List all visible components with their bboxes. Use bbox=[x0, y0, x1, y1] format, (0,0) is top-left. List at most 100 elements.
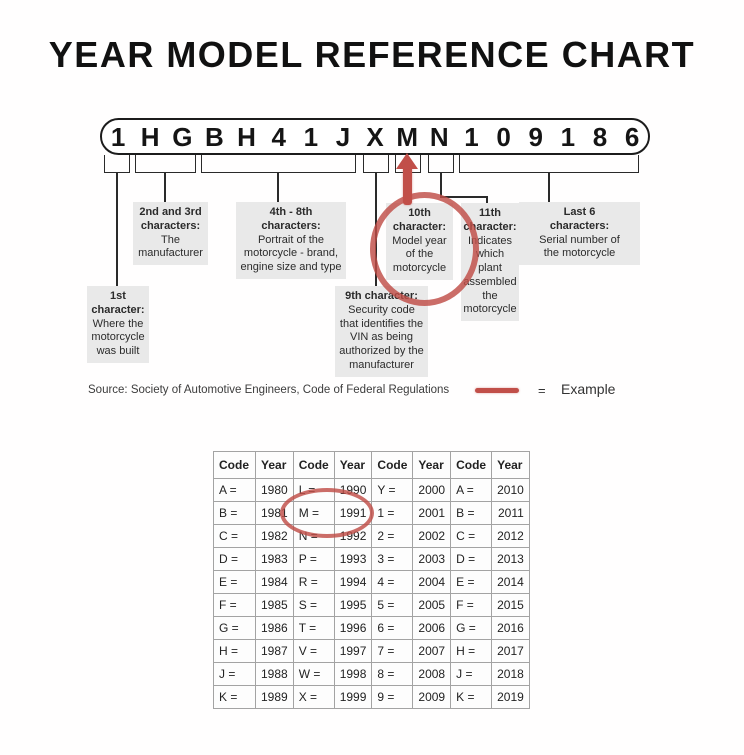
code-cell: 3 = bbox=[371, 547, 414, 571]
callout-body: Model year of the motorcycle bbox=[392, 234, 447, 275]
bracket-last-6 bbox=[459, 155, 639, 173]
code-cell: C = bbox=[450, 524, 493, 548]
year-cell: 1985 bbox=[255, 593, 294, 617]
code-cell: M = bbox=[292, 501, 335, 525]
code-cell: F = bbox=[213, 593, 256, 617]
callout-heading: 1st character: bbox=[91, 290, 145, 316]
year-cell: 1983 bbox=[255, 547, 294, 571]
vin-character: J bbox=[335, 121, 351, 152]
code-cell: K = bbox=[213, 685, 256, 709]
callout-4th-8th-characters: 4th - 8th characters: Portrait of the mo… bbox=[236, 202, 346, 279]
code-cell: K = bbox=[450, 685, 493, 709]
year-cell: 1981 bbox=[255, 501, 294, 525]
year-cell: 1990 bbox=[333, 478, 373, 502]
year-cell: 1999 bbox=[333, 685, 373, 709]
code-cell: W = bbox=[292, 662, 335, 686]
vin-character: 1 bbox=[303, 121, 319, 152]
year-cell: 1996 bbox=[333, 616, 373, 640]
code-year-table: Code Year Code Year Code Year Code Year A = 1980… bbox=[213, 451, 530, 709]
year-cell: 1980 bbox=[255, 478, 294, 502]
code-cell: S = bbox=[292, 593, 335, 617]
year-cell: 2007 bbox=[412, 639, 452, 663]
callout-body: Indicates which plant assembled the moto… bbox=[463, 234, 517, 316]
vin-character: 0 bbox=[496, 121, 511, 152]
source-note: Source: Society of Automotive Engineers,… bbox=[88, 384, 450, 396]
arrow-up-icon bbox=[403, 166, 412, 205]
code-cell: R = bbox=[292, 570, 335, 594]
year-cell: 2009 bbox=[412, 685, 452, 709]
code-cell: F = bbox=[450, 593, 493, 617]
table-header-cell: Year bbox=[412, 451, 452, 479]
code-cell: J = bbox=[213, 662, 256, 686]
code-cell: V = bbox=[292, 639, 335, 663]
year-cell: 1997 bbox=[333, 639, 373, 663]
code-cell: 1 = bbox=[371, 501, 414, 525]
callout-heading: 11th character: bbox=[463, 207, 517, 233]
year-cell: 2016 bbox=[491, 616, 530, 640]
year-cell: 1989 bbox=[255, 685, 294, 709]
vin-character: B bbox=[205, 121, 224, 152]
callout-2nd-3rd-characters: 2nd and 3rd characters: The manufacturer bbox=[133, 202, 208, 265]
connector-char-1 bbox=[116, 172, 118, 286]
code-cell: H = bbox=[450, 639, 493, 663]
year-cell: 2004 bbox=[412, 570, 452, 594]
table-header-cell: Year bbox=[333, 451, 373, 479]
callout-last-6-characters: Last 6 characters: Serial number of the … bbox=[519, 202, 640, 265]
vin-character: 9 bbox=[528, 121, 543, 152]
year-cell: 2017 bbox=[491, 639, 530, 663]
code-cell: 2 = bbox=[371, 524, 414, 548]
vin-character: 4 bbox=[271, 121, 286, 152]
connector-chars-4-8 bbox=[277, 172, 279, 203]
table-row: C = 1982 N = 1992 2 = 2002 C = 2012 bbox=[213, 524, 530, 548]
year-cell: 2012 bbox=[491, 524, 530, 548]
code-cell: 6 = bbox=[371, 616, 414, 640]
arrow-up-icon bbox=[396, 153, 418, 169]
code-cell: T = bbox=[292, 616, 335, 640]
year-cell: 2013 bbox=[491, 547, 530, 571]
code-cell: P = bbox=[292, 547, 335, 571]
callout-heading: 2nd and 3rd characters: bbox=[139, 206, 202, 232]
code-cell: B = bbox=[450, 501, 493, 525]
connector-char-11-down bbox=[440, 172, 442, 198]
code-cell: E = bbox=[450, 570, 493, 594]
table-header-cell: Code bbox=[371, 451, 414, 479]
connector-char-11-into-box bbox=[486, 196, 488, 204]
code-cell: G = bbox=[213, 616, 256, 640]
year-cell: 2000 bbox=[412, 478, 452, 502]
year-cell: 2010 bbox=[491, 478, 530, 502]
vin-character: N bbox=[429, 121, 449, 152]
callout-11th-character: 11th character: Indicates which plant as… bbox=[461, 203, 519, 321]
code-cell: A = bbox=[450, 478, 493, 502]
code-cell: E = bbox=[213, 570, 256, 594]
year-cell: 1992 bbox=[333, 524, 373, 548]
table-row: F = 1985 S = 1995 5 = 2005 F = 2015 bbox=[213, 593, 530, 617]
callout-body: Security code that identifies the VIN as… bbox=[339, 303, 424, 371]
callout-heading: 10th character: bbox=[392, 207, 447, 233]
year-cell: 1994 bbox=[333, 570, 373, 594]
bracket-chars-4-8 bbox=[201, 155, 356, 173]
code-cell: L = bbox=[292, 478, 335, 502]
year-cell: 1993 bbox=[333, 547, 373, 571]
table-header-cell: Code bbox=[213, 451, 256, 479]
vin-character: M bbox=[396, 121, 419, 152]
vin-character: G bbox=[172, 121, 193, 152]
year-cell: 2018 bbox=[491, 662, 530, 686]
callout-1st-character: 1st character: Where the motorcycle was … bbox=[87, 286, 149, 363]
table-header-cell: Year bbox=[491, 451, 530, 479]
year-cell: 1982 bbox=[255, 524, 294, 548]
year-cell: 1991 bbox=[333, 501, 373, 525]
callout-body: Serial number of the motorcycle bbox=[539, 233, 620, 260]
code-cell: 9 = bbox=[371, 685, 414, 709]
vin-character: 1 bbox=[560, 121, 576, 152]
legend-equals: = bbox=[538, 383, 546, 398]
table-row: K = 1989 X = 1999 9 = 2009 K = 2019 bbox=[213, 685, 530, 709]
year-cell: 2019 bbox=[491, 685, 530, 709]
callout-heading: Last 6 characters: bbox=[549, 206, 610, 232]
legend-red-line-icon bbox=[475, 388, 519, 393]
code-cell: A = bbox=[213, 478, 256, 502]
code-cell: Y = bbox=[371, 478, 414, 502]
vin-character: 1 bbox=[464, 121, 479, 152]
bracket-char-11 bbox=[428, 155, 454, 173]
callout-body: The manufacturer bbox=[138, 233, 203, 260]
